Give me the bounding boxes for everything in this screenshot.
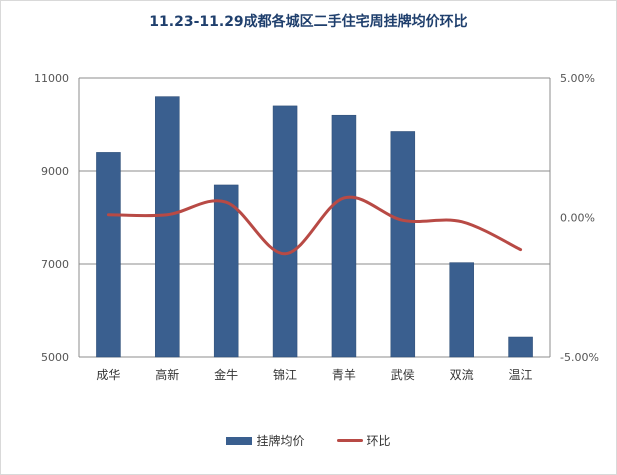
bar-高新 [155,96,180,358]
legend-item-bar: 挂牌均价 [226,432,305,449]
bar-金牛 [213,184,239,358]
bar-温江 [508,336,533,358]
right-tick-label: 5.00% [560,72,595,85]
chart-title: 11.23-11.29成都各城区二手住宅周挂牌均价环比 [149,14,468,30]
left-tick-label: 7000 [41,258,69,271]
bar-武侯 [390,131,416,358]
bar-双流 [449,262,474,358]
right-tick-label: -5.00% [560,351,599,364]
legend-item-line: 环比 [336,432,391,449]
bar-青羊 [331,114,357,358]
bar-成华 [96,152,121,358]
right-tick-label: 0.00% [560,212,595,225]
category-label: 高新 [155,367,179,382]
legend-bar-swatch [226,436,253,445]
category-label: 锦江 [273,368,297,382]
category-label: 武侯 [391,368,415,382]
category-label: 金牛 [214,367,238,382]
category-label: 温江 [509,368,533,382]
chart-legend: 挂牌均价 环比 [0,432,617,449]
left-tick-label: 9000 [41,165,69,178]
bar-锦江 [272,105,298,358]
left-tick-label: 5000 [41,351,69,364]
legend-line-label: 环比 [366,434,391,448]
category-label: 成华 [96,368,120,382]
series-line-环比 [106,195,523,256]
left-tick-label: 11000 [34,72,69,85]
category-label: 青羊 [332,367,356,382]
legend-line-swatch [336,439,363,442]
category-label: 双流 [450,368,474,382]
legend-bar-label: 挂牌均价 [256,434,305,448]
